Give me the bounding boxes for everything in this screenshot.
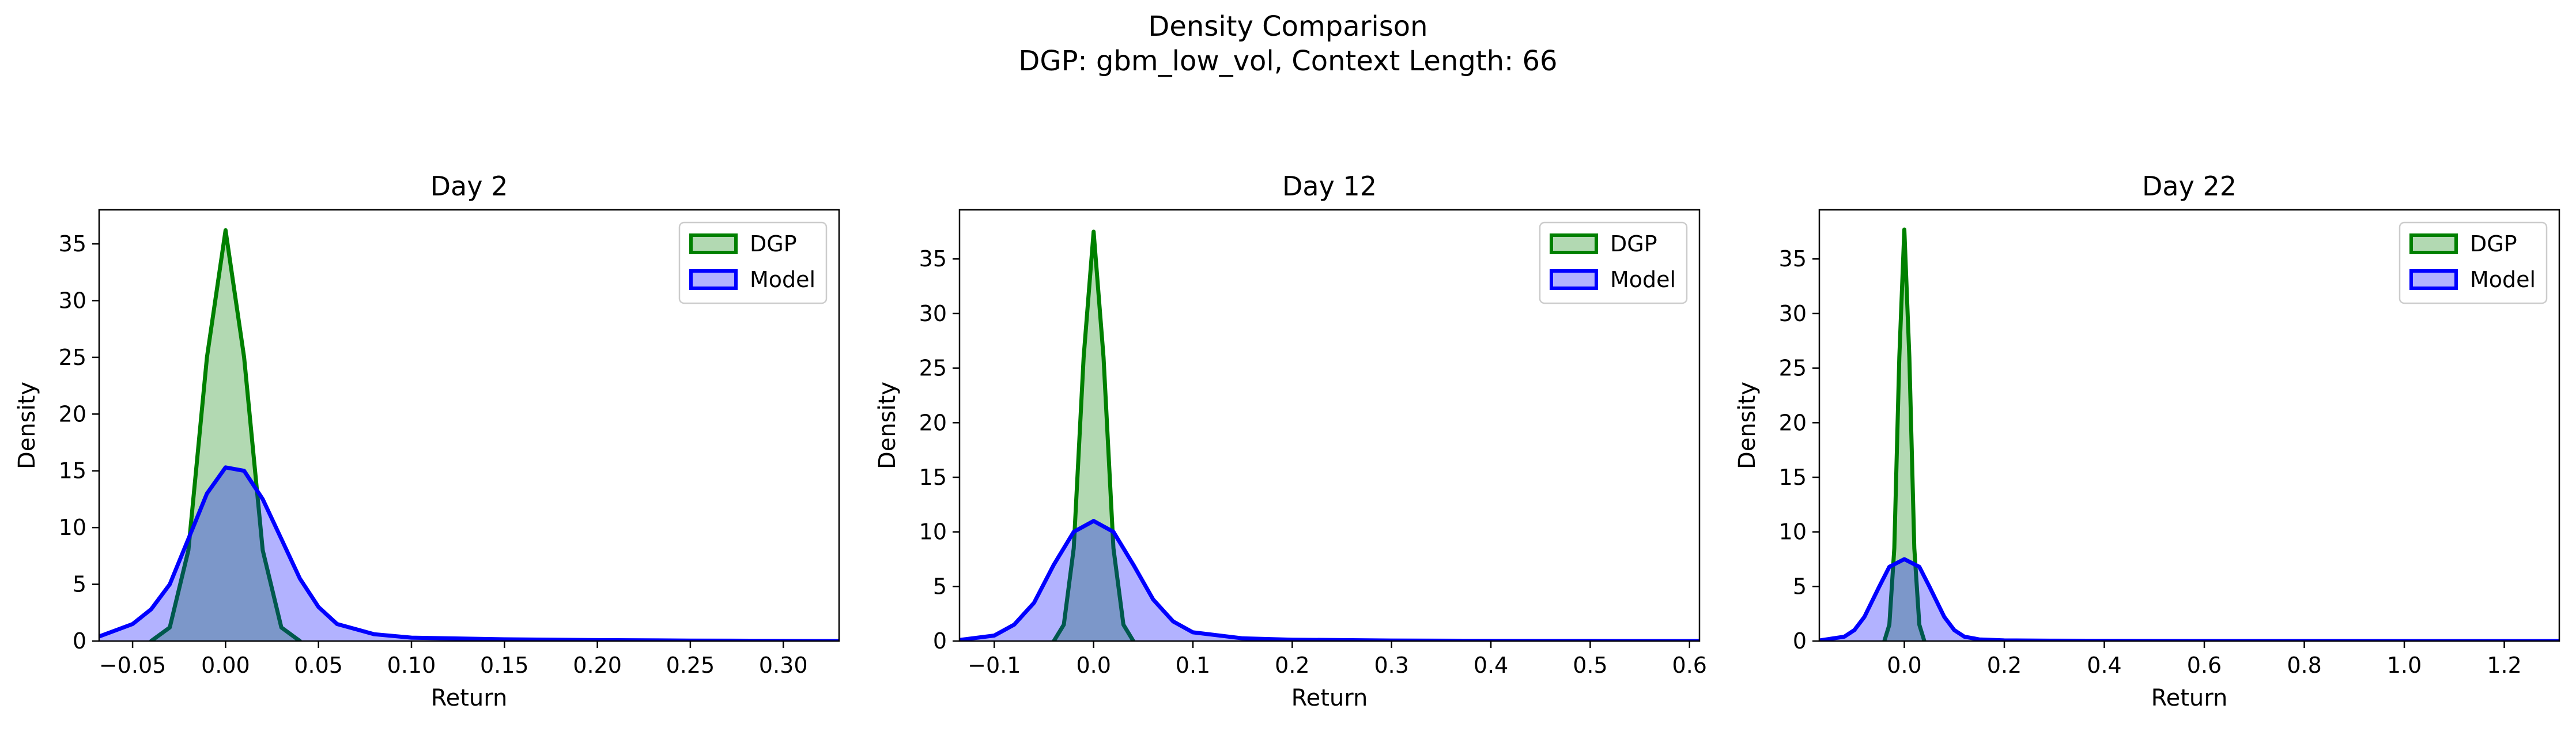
- y-tick-label: 20: [59, 401, 86, 427]
- x-tick-label: 0.30: [759, 653, 808, 678]
- x-tick-label: 0.05: [294, 653, 343, 678]
- legend: DGP Model: [2399, 221, 2548, 304]
- axes-frame: [98, 209, 840, 642]
- x-tick-label: 0.4: [1474, 653, 1508, 678]
- subplot-3: 0.0 0.2 0.4 0.6 0.8 1.0 1.2 0 5 10 15 20 25 30 35 Day 2…: [1734, 171, 2560, 711]
- x-tick-label: 0.3: [1374, 653, 1408, 678]
- legend-swatch-bg: [691, 271, 736, 288]
- subplot-panels: −0.05 0.00 0.05 0.10 0.15 0.20 0.25 0.300510152…: [14, 171, 2560, 711]
- y-tick-label: 35: [59, 231, 86, 257]
- subplot-1: −0.05 0.00 0.05 0.10 0.15 0.20 0.25 0.30 0 5 10 15 2…: [14, 171, 840, 711]
- y-tick-label: 35: [919, 246, 947, 272]
- legend-label-dgp: DGP: [750, 231, 797, 257]
- y-tick-label: 10: [1779, 519, 1807, 545]
- legend-swatch-bg: [2411, 271, 2456, 288]
- axes-frame: [958, 209, 1701, 642]
- x-axis-label: Return: [2151, 685, 2228, 711]
- x-tick-label: 1.0: [2387, 653, 2422, 678]
- y-tick-label: 25: [59, 345, 86, 370]
- legend-swatch-bg: [1551, 235, 1596, 252]
- y-tick-label: 25: [1779, 356, 1807, 381]
- x-tick-label: 0.10: [387, 653, 436, 678]
- legend-swatch-dgp: [689, 233, 738, 254]
- legend-label-dgp: DGP: [2470, 231, 2517, 257]
- subplot-2: −0.1 0.0 0.1 0.2 0.3 0.4 0.5 0.6 0 5 10 15 20 25 30 35 D…: [874, 171, 1707, 711]
- y-tick-label: 20: [919, 410, 947, 435]
- x-tick-label: 0.2: [1987, 653, 2022, 678]
- x-axis-label: Return: [431, 685, 508, 711]
- legend-swatch-bg: [2411, 235, 2456, 252]
- y-tick-label: 25: [919, 356, 947, 381]
- legend-label-dgp: DGP: [1610, 231, 1657, 257]
- plot-area: [99, 228, 839, 641]
- x-tick-label: 0.5: [1573, 653, 1607, 678]
- legend-label-model: Model: [750, 267, 815, 292]
- series-dgp-line: [1052, 229, 1136, 641]
- y-tick-label: 0: [1793, 628, 1807, 654]
- x-tick-label: 0.0: [1887, 653, 1921, 678]
- series-model-area: [1819, 559, 2559, 641]
- y-axis-label: Density: [14, 382, 40, 469]
- y-axis-label: Density: [874, 382, 901, 469]
- y-tick-label: 0: [933, 628, 947, 654]
- subplot-title: Day 22: [2142, 171, 2237, 202]
- axes-frame: [1818, 209, 2560, 642]
- series-dgp-area: [1053, 231, 1134, 641]
- x-tick-label: 0.00: [201, 653, 250, 678]
- legend-label-model: Model: [2470, 267, 2536, 292]
- y-tick-label: 15: [59, 458, 86, 484]
- legend-swatch-dgp: [2409, 233, 2458, 254]
- legend-label-model: Model: [1610, 267, 1676, 292]
- subplot-title: Day 12: [1282, 171, 1377, 202]
- x-tick-label: 0.2: [1275, 653, 1309, 678]
- legend-swatch-bg: [691, 235, 736, 252]
- x-tick-label: −0.1: [968, 653, 1021, 678]
- x-tick-label: 0.25: [666, 653, 715, 678]
- x-tick-label: 0.6: [2187, 653, 2222, 678]
- series-dgp-area: [1884, 229, 1925, 641]
- y-tick-label: 10: [59, 515, 86, 540]
- y-tick-label: 30: [59, 288, 86, 313]
- x-tick-label: 0.1: [1176, 653, 1210, 678]
- y-tick-label: 5: [1793, 574, 1807, 599]
- y-axis-label: Density: [1734, 382, 1761, 469]
- legend-swatch-dgp: [1550, 233, 1598, 254]
- y-tick-label: 30: [919, 301, 947, 326]
- x-axis-label: Return: [1291, 685, 1368, 711]
- x-tick-label: 0.0: [1076, 653, 1111, 678]
- y-tick-label: 20: [1779, 410, 1807, 435]
- y-tick-label: 30: [1779, 301, 1807, 326]
- y-tick-label: 5: [73, 572, 86, 597]
- x-tick-label: 0.8: [2287, 653, 2321, 678]
- y-tick-label: 15: [1779, 465, 1807, 490]
- legend: DGP Model: [678, 221, 828, 304]
- figure-subtitle: DGP: gbm_low_vol, Context Length: 66: [1018, 45, 1557, 77]
- series-model-area: [960, 521, 1699, 641]
- y-tick-label: 35: [1779, 246, 1807, 272]
- legend-swatch-bg: [1551, 271, 1596, 288]
- x-tick-label: 1.2: [2487, 653, 2521, 678]
- series-dgp-line: [1882, 227, 1927, 641]
- subplot-title: Day 2: [430, 171, 508, 202]
- y-tick-label: 0: [73, 628, 86, 654]
- series-dgp-line: [149, 228, 302, 641]
- legend-swatch-model: [1550, 269, 1598, 290]
- legend-swatch-model: [2409, 269, 2458, 290]
- series-dgp-area: [151, 230, 300, 641]
- figure-title: Density Comparison: [1148, 10, 1427, 43]
- x-tick-label: 0.20: [573, 653, 622, 678]
- series-model-line: [99, 465, 839, 641]
- x-tick-label: −0.05: [99, 653, 166, 678]
- series-model-area: [99, 467, 839, 641]
- legend-swatch-model: [689, 269, 738, 290]
- y-tick-label: 10: [919, 519, 947, 545]
- x-tick-label: 0.4: [2087, 653, 2121, 678]
- y-tick-label: 5: [933, 574, 947, 599]
- legend: DGP Model: [1539, 221, 1688, 304]
- y-tick-label: 15: [919, 465, 947, 490]
- x-tick-label: 0.6: [1672, 653, 1707, 678]
- x-tick-label: 0.15: [480, 653, 529, 678]
